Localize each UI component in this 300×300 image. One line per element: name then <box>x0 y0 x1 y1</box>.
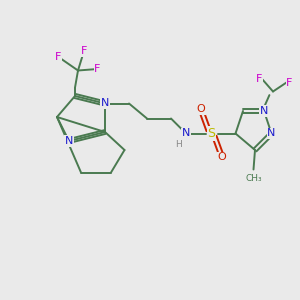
Text: N: N <box>65 136 73 146</box>
Text: F: F <box>256 74 263 85</box>
Text: CH₃: CH₃ <box>245 174 262 183</box>
Text: F: F <box>94 64 101 74</box>
Text: N: N <box>101 98 109 109</box>
Text: F: F <box>286 77 293 88</box>
Text: O: O <box>218 152 226 163</box>
Text: F: F <box>81 46 87 56</box>
Text: H: H <box>175 140 182 149</box>
Text: F: F <box>55 52 62 62</box>
Text: N: N <box>182 128 190 139</box>
Text: S: S <box>208 127 215 140</box>
Text: N: N <box>267 128 276 139</box>
Text: N: N <box>260 106 268 116</box>
Text: O: O <box>196 104 206 115</box>
